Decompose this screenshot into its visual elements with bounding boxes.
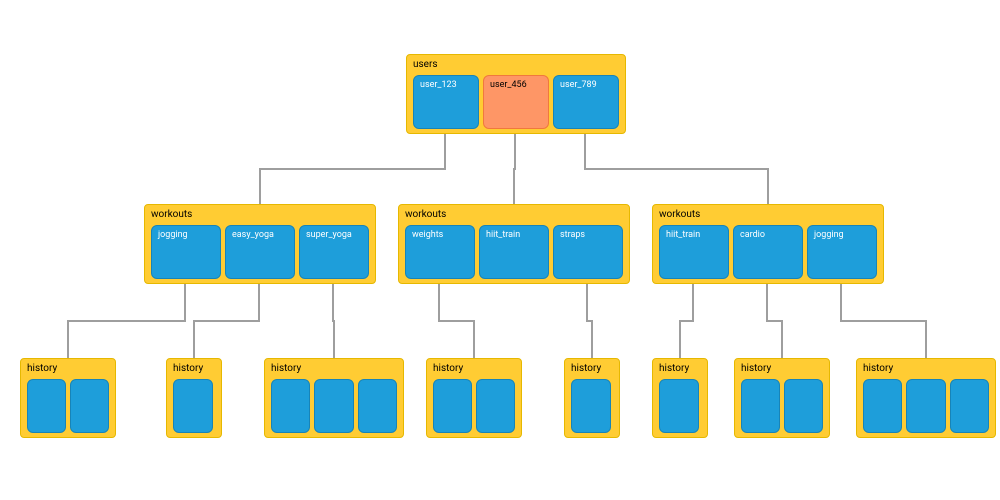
chip-h8a [863,379,902,433]
container-h4: history [426,358,522,438]
chip-label: user_789 [560,80,597,90]
chip-h1a [27,379,66,433]
chip-label: user_123 [420,80,457,90]
chip-hiit_train_c: hiit_train [659,225,729,279]
container-h2: history [166,358,222,438]
container-title: workouts [151,209,369,221]
container-h8: history [856,358,996,438]
chip-row [741,379,823,433]
chip-h3b [314,379,353,433]
edge [514,134,515,204]
chip-h2a [173,379,213,433]
edge [194,284,259,358]
container-title: workouts [405,209,623,221]
chip-h4a [433,379,472,433]
chip-hiit_train_b: hiit_train [479,225,549,279]
chip-h4b [476,379,515,433]
chip-h3c [358,379,397,433]
container-title: history [571,363,613,375]
chip-super_yoga: super_yoga [299,225,369,279]
container-workouts_c: workouts hiit_train cardio jogging [652,204,884,284]
edge [68,284,185,358]
chip-label: cardio [740,230,765,240]
chip-user_123: user_123 [413,75,479,129]
edge [767,284,782,358]
container-title: history [863,363,989,375]
chip-row [659,379,701,433]
chip-h3a [271,379,310,433]
edge [587,284,592,358]
container-h3: history [264,358,404,438]
chip-row: weights hiit_train straps [405,225,623,279]
chip-straps: straps [553,225,623,279]
container-title: history [741,363,823,375]
chip-h1b [70,379,109,433]
chip-h7a [741,379,780,433]
container-workouts_b: workouts weights hiit_train straps [398,204,630,284]
chip-jogging_a: jogging [151,225,221,279]
chip-h8b [906,379,945,433]
chip-label: easy_yoga [232,230,274,240]
chip-label: hiit_train [666,230,700,240]
container-title: history [659,363,701,375]
edge [841,284,926,358]
edge [333,284,334,358]
edge [439,284,474,358]
chip-row: jogging easy_yoga super_yoga [151,225,369,279]
container-title: history [271,363,397,375]
container-title: history [433,363,515,375]
container-title: history [27,363,109,375]
chip-h6a [659,379,699,433]
container-h1: history [20,358,116,438]
diagram-stage: users user_123 user_456 user_789 workouts jog… [0,0,1000,500]
chip-label: straps [560,230,585,240]
chip-row: user_123 user_456 user_789 [413,75,619,129]
container-h7: history [734,358,830,438]
chip-label: weights [412,230,443,240]
chip-user_456: user_456 [483,75,549,129]
chip-label: user_456 [490,80,527,90]
chip-label: jogging [158,230,188,240]
chip-row [571,379,613,433]
chip-row: hiit_train cardio jogging [659,225,877,279]
container-h6: history [652,358,708,438]
edge [680,284,693,358]
chip-easy_yoga: easy_yoga [225,225,295,279]
chip-user_789: user_789 [553,75,619,129]
container-title: workouts [659,209,877,221]
chip-label: hiit_train [486,230,520,240]
edge [260,134,445,204]
container-h5: history [564,358,620,438]
container-workouts_a: workouts jogging easy_yoga super_yoga [144,204,376,284]
edge [585,134,768,204]
chip-h7b [784,379,823,433]
chip-h8c [950,379,989,433]
chip-jogging_c: jogging [807,225,877,279]
chip-row [863,379,989,433]
chip-row [271,379,397,433]
chip-cardio: cardio [733,225,803,279]
chip-label: super_yoga [306,230,352,240]
chip-weights: weights [405,225,475,279]
container-title: users [413,59,619,71]
chip-label: jogging [814,230,844,240]
chip-row [27,379,109,433]
chip-h5a [571,379,611,433]
chip-row [173,379,215,433]
chip-row [433,379,515,433]
container-title: history [173,363,215,375]
container-users: users user_123 user_456 user_789 [406,54,626,134]
